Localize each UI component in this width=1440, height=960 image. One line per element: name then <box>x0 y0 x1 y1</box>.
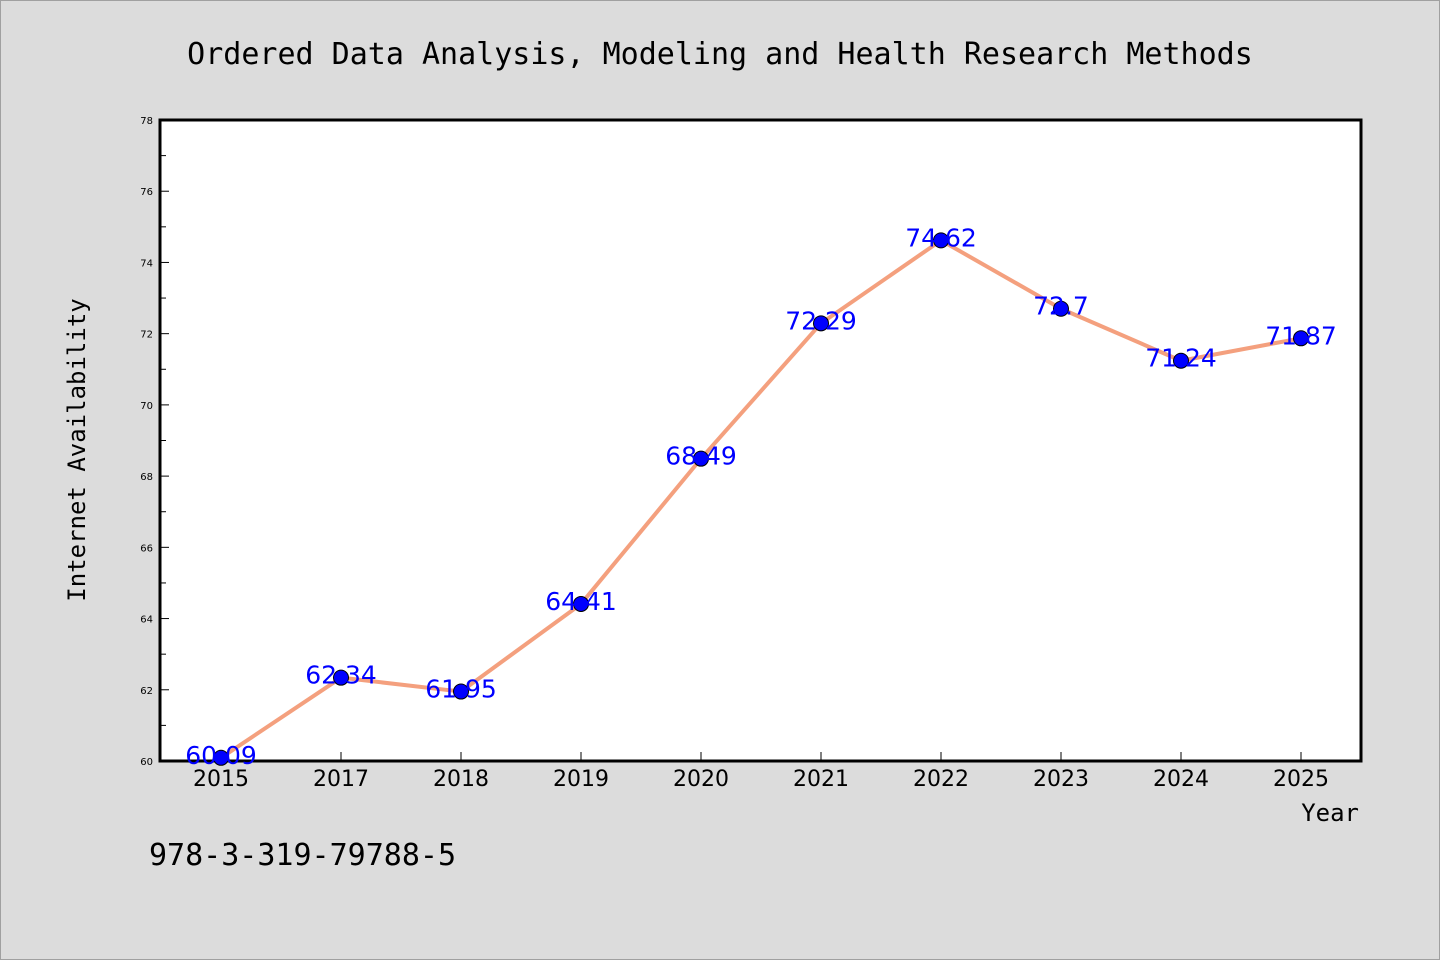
data-point-marker <box>933 232 949 249</box>
x-tick-label: 2018 <box>433 767 489 792</box>
data-point-marker <box>1053 300 1069 317</box>
y-tick-label: 70 <box>140 401 153 412</box>
data-label: 72.29 <box>785 306 857 335</box>
data-label: 71.87 <box>1265 321 1337 350</box>
data-label: 72.7 <box>1033 292 1089 321</box>
isbn-footer: 978-3-319-79788-5 <box>149 838 456 873</box>
x-tick-label: 2020 <box>673 767 729 792</box>
data-point-marker <box>333 669 349 686</box>
x-tick-label: 2019 <box>553 767 609 792</box>
x-tick-label: 2025 <box>1273 767 1329 792</box>
data-point-marker <box>693 450 709 467</box>
data-label: 60.09 <box>185 741 257 770</box>
y-tick-label: 68 <box>140 472 153 483</box>
plot-area <box>158 118 1363 763</box>
x-tick-label: 2023 <box>1033 767 1089 792</box>
data-label: 71.24 <box>1145 344 1217 373</box>
data-label: 61.95 <box>425 675 497 704</box>
x-tick-label: 2024 <box>1153 767 1209 792</box>
y-tick-label: 60 <box>140 757 153 768</box>
y-tick-label: 76 <box>140 187 153 198</box>
series-markers <box>213 232 1309 766</box>
y-axis-label: Internet Availability <box>63 298 91 601</box>
y-tick-label: 66 <box>140 543 153 554</box>
x-axis-label: Year <box>1301 799 1359 827</box>
y-tick-label: 64 <box>140 615 153 626</box>
series-line <box>219 238 1303 760</box>
x-tick-label: 2015 <box>193 767 249 792</box>
y-tick-label: 72 <box>140 330 153 341</box>
data-point-marker <box>1173 352 1189 369</box>
y-tick-label: 74 <box>140 258 153 269</box>
data-labels: 60.09 62.34 61.95 64.41 68.49 72.29 74.62 72.7 7… <box>185 223 1337 769</box>
data-label: 68.49 <box>665 442 737 471</box>
data-point-marker <box>813 315 829 332</box>
x-tick-label: 2017 <box>313 767 369 792</box>
data-label: 62.34 <box>305 661 377 690</box>
y-tick-label: 62 <box>140 686 153 697</box>
data-point-marker <box>573 595 589 612</box>
x-tick-label: 2022 <box>913 767 969 792</box>
data-point-marker <box>213 749 229 766</box>
x-tick-label: 2021 <box>793 767 849 792</box>
chart-title: Ordered Data Analysis, Modeling and Heal… <box>187 37 1253 72</box>
data-point-marker <box>1293 330 1309 347</box>
y-axis-ticks: 60 62 64 66 68 70 72 74 76 78 <box>140 116 169 768</box>
data-point-marker <box>453 683 469 700</box>
data-label: 64.41 <box>545 587 617 616</box>
y-tick-label: 78 <box>140 116 153 127</box>
x-axis-ticks: 2015 2017 2018 2019 2020 2021 2022 2023 2024 2025 <box>193 752 1329 792</box>
data-label: 74.62 <box>905 223 977 252</box>
